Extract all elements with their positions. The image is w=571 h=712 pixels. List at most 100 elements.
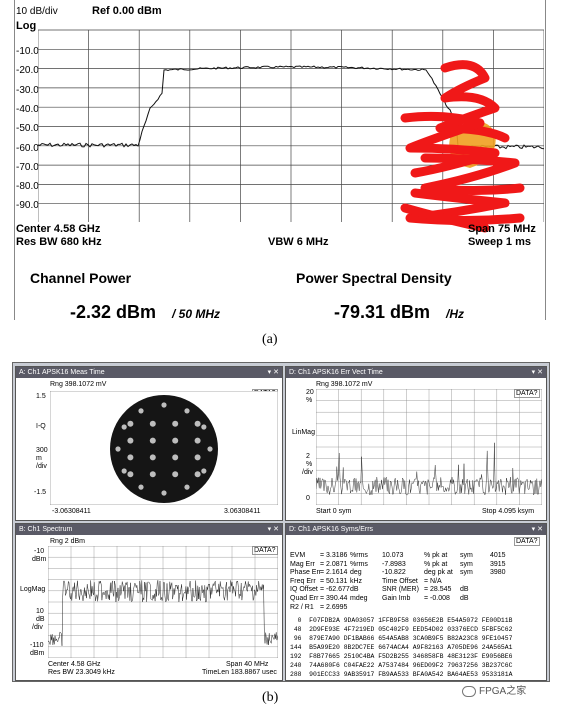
error-vector-plot [316,389,542,505]
hex-row: 0 F07FDB2A 9DA03057 1FFB9F58 03656E2B E5… [290,617,513,624]
caption-a: (a) [262,332,278,347]
stats-cell: Phase Err [290,569,322,577]
stats-cell: 3915 [490,560,506,568]
y-tick-label: -30.0 [16,84,39,96]
hex-row: 144 B5A99E20 8B2DC7EE 6674ACA4 A9F82163 … [290,644,513,651]
spectrum-y-div-per: /div [32,624,43,631]
spectrum-window[interactable]: B: Ch1 Spectrum ▾ ✕ Rng 2 dBm DATA? -10 … [15,523,283,681]
hex-row: 96 879E7A90 DF1BAB66 654A5AB8 3CA0B9F5 B… [290,635,513,642]
wechat-icon [462,685,476,697]
ref-level-label: Ref 0.00 dBm [92,5,162,17]
stats-cell: = N/A [424,577,442,585]
constellation-y-scale: 300 [36,447,48,454]
span-label: Span 75 MHz [468,223,536,235]
stats-cell: deg [350,569,362,577]
constellation-x-right: 3.06308411 [224,508,261,515]
stats-cell: = 50.131 [320,577,348,585]
error-vector-y-div-unit: % [306,461,313,468]
stats-cell: EVM [290,552,306,559]
spectrum-res-bw: Res BW 23.3049 kHz [48,669,115,676]
stats-cell: = 28.545 [424,586,452,594]
stats-cell: = 3.3186 [320,552,348,559]
stats-cell: Freq Err [290,577,316,585]
stats-cell: 4015 [490,552,506,559]
stats-cell: Quad Err [290,595,319,602]
spectrum-y-bottom: -110 [30,642,44,649]
error-vector-window[interactable]: D: Ch1 APSK16 Err Vect Time ▾ ✕ Rng 398.… [285,366,547,521]
symbols-data-label: DATA? [514,537,540,546]
stats-cell: %rms [350,552,368,559]
hex-row: 48 2D9FE93E 4F7219ED 05C402F9 EED54D02 0… [290,626,513,633]
window-controls-icon[interactable]: ▾ ✕ [531,369,543,376]
stats-cell: sym [460,552,473,559]
stats-cell: 10.073 [382,552,404,559]
stats-cell: dB [460,595,469,602]
constellation-y-scale-unit: m [36,455,42,462]
error-vector-x-right: Stop 4.095 ksym [482,508,535,515]
vbw-label: VBW 6 MHz [268,236,329,248]
figure-b: A: Ch1 APSK16 Meas Time ▾ ✕ Rng 398.1072… [0,360,571,712]
hex-row: 288 901ECC33 9AB35917 FB9AA533 BFA0A542 … [290,671,513,678]
stats-cell: = 2.6995 [320,603,348,611]
error-vector-data-label: DATA? [514,389,540,398]
stats-cell: mdeg [350,595,368,602]
spectrum-span: Span 40 MHz [226,661,269,668]
hex-row: 192 F8B77665 2510C4BA F5D2B255 346858FB … [290,653,513,660]
error-vector-y-bottom: 0 [306,495,310,502]
scale-label: 10 dB/div [16,6,58,17]
stats-cell: = -62.677 [320,586,350,594]
stats-cell: sym [460,560,473,568]
spectrum-y-top: -10 [34,548,45,555]
y-tick-label: -70.0 [16,161,39,173]
spectrum-y-label: LogMag [20,586,46,593]
center-frequency-label: Center 4.58 GHz [16,223,101,235]
y-tick-label: -20.0 [16,65,39,77]
error-vector-y-top-unit: % [306,397,313,404]
stats-cell: -7.8983 [382,560,406,568]
res-bw-label: Res BW 680 kHz [16,236,102,248]
spectrum-window-title[interactable]: B: Ch1 Spectrum [16,524,282,535]
stats-cell: % pk at [424,560,448,568]
channel-power-value: -2.32 dBm [70,302,157,322]
spectrum-center: Center 4.58 GHz [48,661,101,668]
spectrum-y-div: 10 [36,608,44,615]
stats-cell: dB [460,586,469,594]
channel-power-title: Channel Power [30,270,132,286]
spectrum-data-label: DATA? [252,546,278,555]
error-vector-window-title[interactable]: D: Ch1 APSK16 Err Vect Time [286,367,546,378]
constellation-window-title[interactable]: A: Ch1 APSK16 Meas Time [16,367,282,378]
constellation-window[interactable]: A: Ch1 APSK16 Meas Time ▾ ✕ Rng 398.1072… [15,366,283,521]
y-tick-label: -10.0 [16,46,39,57]
error-vector-y-label: LinMag [292,429,315,436]
sweep-label: Sweep 1 ms [468,236,531,248]
window-controls-icon[interactable]: ▾ ✕ [267,526,279,533]
window-controls-icon[interactable]: ▾ ✕ [531,526,543,533]
log-label: Log [16,20,37,32]
stats-cell: = -0.008 [424,595,450,602]
constellation-y-bottom: -1.5 [34,489,47,496]
spectrum-y-bottom-unit: dBm [30,650,45,657]
spectrum-y-div-unit: dB [36,616,45,623]
spectrum-y-top-unit: dBm [32,556,47,563]
window-controls-icon[interactable]: ▾ ✕ [267,369,279,376]
constellation-y-label: I-Q [36,423,46,430]
y-tick-label: -80.0 [16,181,39,193]
stats-cell: %rms [350,560,368,568]
symbols-errors-window[interactable]: D: Ch1 APSK16 Syms/Errs ▾ ✕ DATA? EVM = 3… [285,523,547,681]
symbols-errors-window-title[interactable]: D: Ch1 APSK16 Syms/Errs [286,524,546,535]
stats-cell: = 390.44 [320,595,348,602]
red-scribble-annotation [400,60,525,233]
error-vector-y-div-per: /div [302,469,313,476]
stats-cell: dB [350,586,359,594]
constellation-y-div: /div [36,463,47,470]
error-vector-x-left: Start 0 sym [316,508,352,515]
watermark: FPGA之家 [462,682,526,697]
stats-cell: kHz [350,577,363,585]
stats-cell: = 2.1614 [320,569,348,577]
stats-cell: deg pk at [424,569,453,577]
y-tick-label: -90.0 [16,200,39,212]
y-tick-label: -60.0 [16,142,39,154]
stats-cell: Time Offset [382,577,418,585]
spectrum-window-plot [48,546,278,658]
stats-cell: = 2.0871 [320,560,348,568]
